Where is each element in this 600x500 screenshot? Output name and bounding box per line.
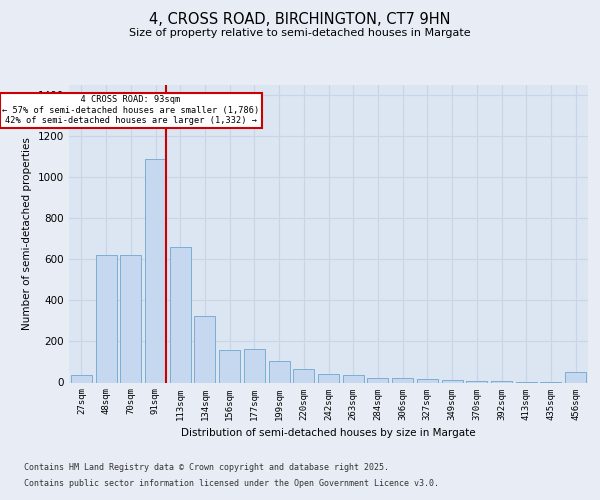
Bar xyxy=(269,361,290,382)
Text: 4 CROSS ROAD: 93sqm  
← 57% of semi-detached houses are smaller (1,786)
42% of s: 4 CROSS ROAD: 93sqm ← 57% of semi-detach… xyxy=(2,96,259,125)
Bar xyxy=(343,374,364,382)
Bar xyxy=(194,316,215,382)
Bar xyxy=(120,256,141,382)
Bar xyxy=(95,256,116,382)
Bar xyxy=(244,348,265,382)
Bar xyxy=(442,380,463,382)
Text: Contains HM Land Registry data © Crown copyright and database right 2025.: Contains HM Land Registry data © Crown c… xyxy=(24,464,389,472)
Bar xyxy=(318,374,339,382)
Bar xyxy=(367,378,388,382)
Bar xyxy=(417,380,438,382)
Bar xyxy=(219,350,240,382)
Bar xyxy=(293,369,314,382)
Text: 4, CROSS ROAD, BIRCHINGTON, CT7 9HN: 4, CROSS ROAD, BIRCHINGTON, CT7 9HN xyxy=(149,12,451,28)
Text: Contains public sector information licensed under the Open Government Licence v3: Contains public sector information licen… xyxy=(24,478,439,488)
Bar xyxy=(71,374,92,382)
Bar xyxy=(466,381,487,382)
Bar xyxy=(565,372,586,382)
Bar xyxy=(170,247,191,382)
Bar xyxy=(145,159,166,382)
Bar xyxy=(392,378,413,382)
X-axis label: Distribution of semi-detached houses by size in Margate: Distribution of semi-detached houses by … xyxy=(181,428,476,438)
Text: Size of property relative to semi-detached houses in Margate: Size of property relative to semi-detach… xyxy=(129,28,471,38)
Y-axis label: Number of semi-detached properties: Number of semi-detached properties xyxy=(22,138,32,330)
